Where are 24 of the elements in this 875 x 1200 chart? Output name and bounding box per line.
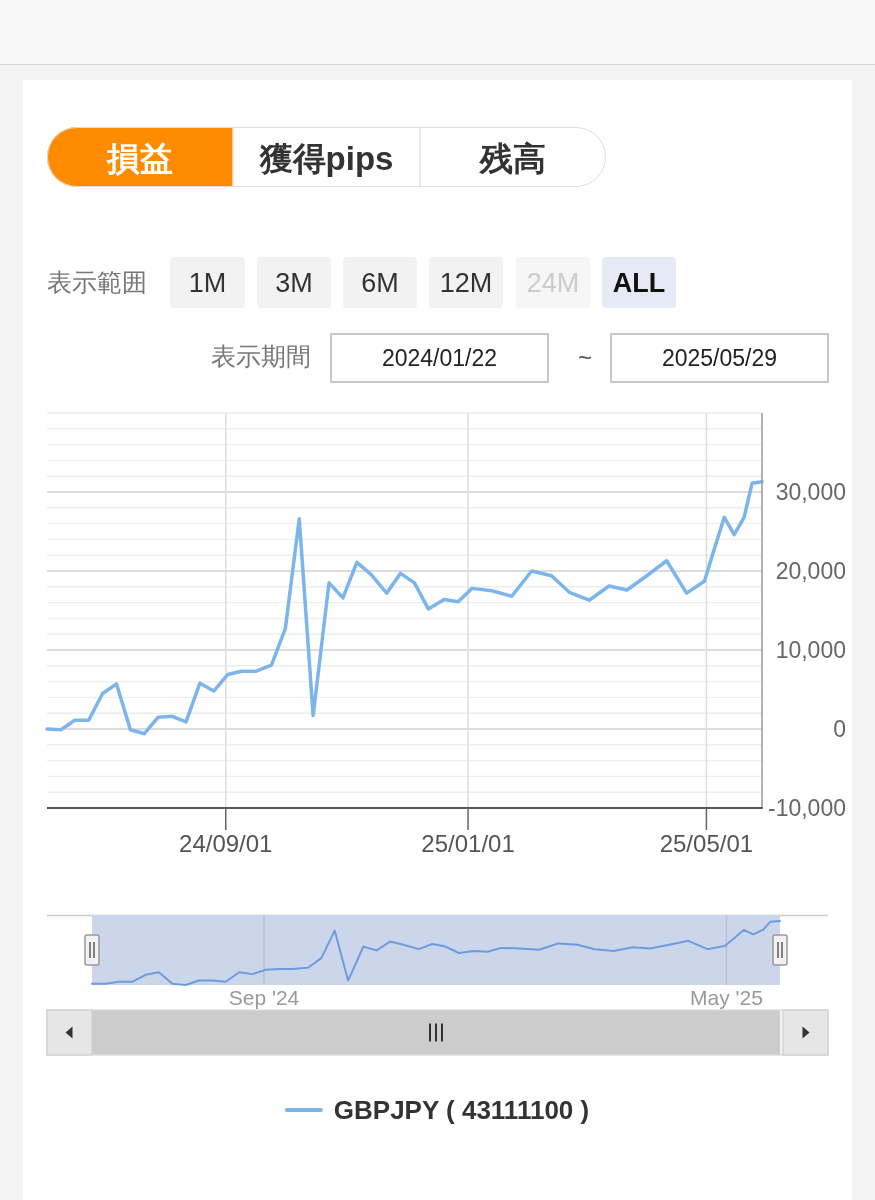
tab-label: 残高 (480, 139, 546, 177)
y-tick-label: 10,000 (775, 637, 846, 663)
button-label: 3M (275, 268, 313, 298)
y-tick-label: 0 (833, 716, 846, 742)
separator: ~ (578, 343, 592, 371)
x-tick-label: May '25 (690, 985, 763, 1009)
y-tick-label: -10,000 (768, 795, 846, 821)
button-label: 1M (188, 268, 227, 298)
y-tick-label: 30,000 (775, 479, 846, 505)
x-tick-label: 25/05/01 (659, 829, 754, 857)
input-value: 2024/01/22 (381, 345, 498, 371)
button-label: 12M (439, 268, 493, 298)
tab-label: 獲得pips (259, 139, 394, 177)
x-tick-label: Sep '24 (228, 985, 300, 1009)
tab-label: 損益 (107, 139, 173, 177)
button-label: 6M (361, 268, 399, 298)
legend-label: GBPJPY ( 43111100 ) (333, 1095, 590, 1125)
input-value: 2025/05/29 (661, 345, 778, 371)
label: 表示範囲 (47, 268, 147, 296)
label: 表示期間 (211, 342, 311, 370)
button-label: ALL (612, 268, 666, 298)
x-tick-label: 25/01/01 (421, 829, 515, 857)
x-tick-label: 24/09/01 (179, 829, 273, 857)
y-tick-label: 20,000 (775, 558, 846, 584)
